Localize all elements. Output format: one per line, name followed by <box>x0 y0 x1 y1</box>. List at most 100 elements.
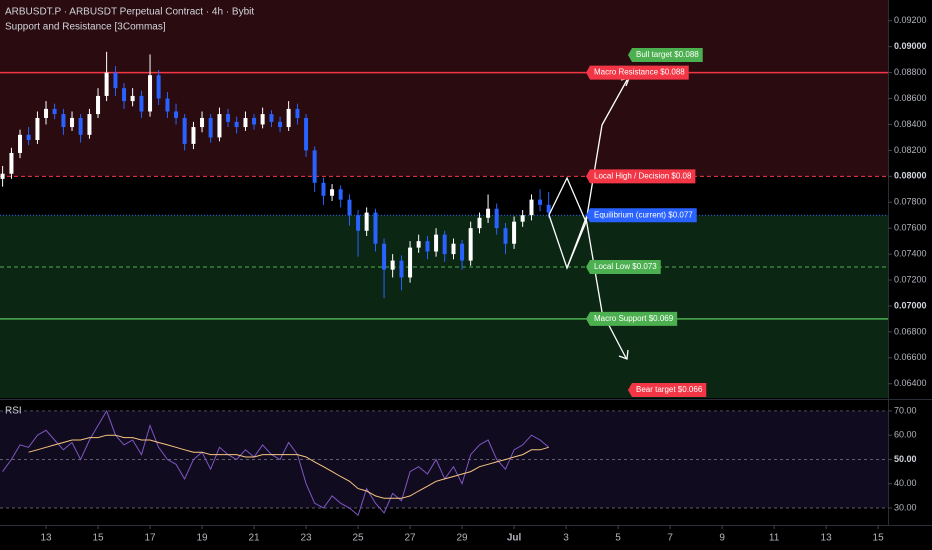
y-tick-label: 50.00 <box>894 454 917 464</box>
candle-body <box>460 243 465 261</box>
chart-title: ARBUSDT.P · ARBUSDT Perpetual Contract ·… <box>5 7 254 18</box>
candle-body <box>312 150 317 183</box>
candle-body <box>512 221 517 244</box>
candle-body <box>434 234 439 252</box>
candle-body <box>165 98 170 112</box>
candle-body <box>26 134 31 141</box>
candle-body <box>217 114 222 138</box>
candle-body <box>382 243 387 270</box>
bear-arrowhead <box>618 349 629 360</box>
candle-body <box>477 217 482 229</box>
x-tick-label: Jul <box>507 533 522 544</box>
level-label: Macro Resistance $0.088 <box>594 68 685 77</box>
target-tag <box>628 383 707 397</box>
x-tick-label: 21 <box>248 533 260 544</box>
y-tick-label: 0.08600 <box>894 93 927 103</box>
candle-body <box>442 234 447 255</box>
candle-body <box>295 108 300 118</box>
x-tick-label: 25 <box>352 533 364 544</box>
candle-body <box>182 117 187 144</box>
level-tag <box>586 311 678 326</box>
y-tick-label: 0.09200 <box>894 15 927 25</box>
candle-body <box>52 108 57 115</box>
target-label: Bear target $0.066 <box>636 385 703 394</box>
candle-body <box>373 212 378 244</box>
candle-body <box>304 117 309 151</box>
candle-body <box>96 95 101 115</box>
candle-body <box>78 117 83 135</box>
candle-body <box>208 117 213 138</box>
candle-body <box>338 189 343 200</box>
y-tick-label: 0.06600 <box>894 352 927 362</box>
x-tick-label: 17 <box>144 533 156 544</box>
candle-body <box>503 228 508 244</box>
y-tick-label: 0.07000 <box>894 300 927 310</box>
target-tag <box>628 48 703 62</box>
y-tick-label: 30.00 <box>894 502 917 512</box>
candle-body <box>330 189 335 196</box>
levels <box>0 71 888 320</box>
bull-path <box>585 79 628 223</box>
x-tick-label: 23 <box>300 533 312 544</box>
y-tick-label: 0.08800 <box>894 67 927 77</box>
candles <box>0 51 551 299</box>
x-tick-label: 3 <box>563 533 569 544</box>
candle-body <box>486 208 491 218</box>
candle-body <box>416 241 421 248</box>
y-tick-label: 0.07800 <box>894 197 927 207</box>
candle-body <box>139 95 144 112</box>
y-tick-label: 0.08400 <box>894 119 927 129</box>
y-tick-label: 70.00 <box>894 405 917 415</box>
candle-body <box>260 114 265 125</box>
y-tick-label: 0.06400 <box>894 378 927 388</box>
level-label: Local High / Decision $0.08 <box>594 171 692 180</box>
x-tick-label: 19 <box>196 533 208 544</box>
x-tick-label: 11 <box>769 533 780 544</box>
candle-body <box>44 108 49 118</box>
x-tick-label: 5 <box>615 533 621 544</box>
x-tick-label: 15 <box>92 533 104 544</box>
candle-body <box>468 228 473 261</box>
level-tag <box>586 65 689 80</box>
x-tick-label: 15 <box>873 533 885 544</box>
y-tick-label: 0.06800 <box>894 326 927 336</box>
candle-body <box>130 95 135 102</box>
y-tick-label: 0.07400 <box>894 248 927 258</box>
target-label: Bull target $0.088 <box>636 50 699 59</box>
candle-body <box>269 114 274 122</box>
y-tick-label: 60.00 <box>894 430 917 440</box>
candle-body <box>286 108 291 128</box>
level-tag <box>586 208 697 223</box>
x-tick-label: 13 <box>821 533 833 544</box>
candle-body <box>451 243 456 255</box>
candle-body <box>252 117 257 125</box>
level-tag <box>586 260 661 275</box>
rsi-average <box>28 434 549 499</box>
candle-body <box>148 75 153 112</box>
candle-body <box>226 114 231 122</box>
candle-body <box>538 199 543 205</box>
candle-body <box>104 72 109 96</box>
level-label: Macro Support $0.069 <box>594 314 674 323</box>
candle-body <box>0 173 5 179</box>
level-label: Equilibrium (current) $0.077 <box>594 210 693 219</box>
candle-body <box>278 121 283 128</box>
candle-body <box>546 204 551 213</box>
candle-body <box>70 117 75 128</box>
candle-body <box>234 121 239 128</box>
indicator-title: Support and Resistance [3Commas] <box>5 22 166 33</box>
x-tick-label: 27 <box>405 533 417 544</box>
candle-body <box>191 127 196 144</box>
y-tick-label: 0.08000 <box>894 171 927 181</box>
x-tick-label: 7 <box>667 533 673 544</box>
candle-body <box>494 208 499 229</box>
candle-body <box>520 215 525 222</box>
candle-body <box>35 117 40 141</box>
candle-body <box>364 212 369 231</box>
level-label: Local Low $0.073 <box>594 262 657 271</box>
candle-body <box>156 75 161 99</box>
candle-body <box>174 111 179 118</box>
y-tick-label: 0.07600 <box>894 223 927 233</box>
candle-body <box>61 114 66 128</box>
